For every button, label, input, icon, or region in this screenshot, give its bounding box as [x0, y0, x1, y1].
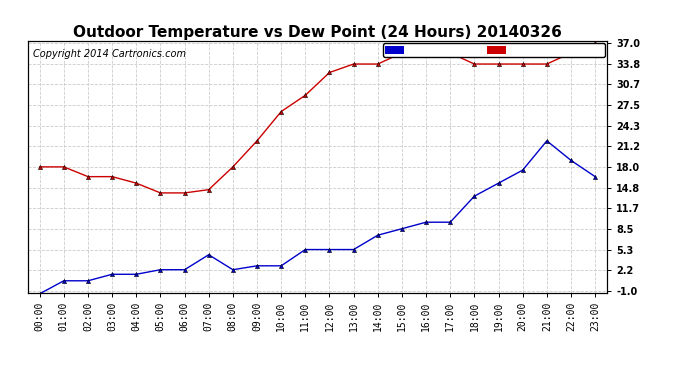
Title: Outdoor Temperature vs Dew Point (24 Hours) 20140326: Outdoor Temperature vs Dew Point (24 Hou…	[73, 25, 562, 40]
Legend: Dew Point (°F), Temperature (°F): Dew Point (°F), Temperature (°F)	[383, 43, 605, 57]
Text: Copyright 2014 Cartronics.com: Copyright 2014 Cartronics.com	[33, 49, 186, 59]
